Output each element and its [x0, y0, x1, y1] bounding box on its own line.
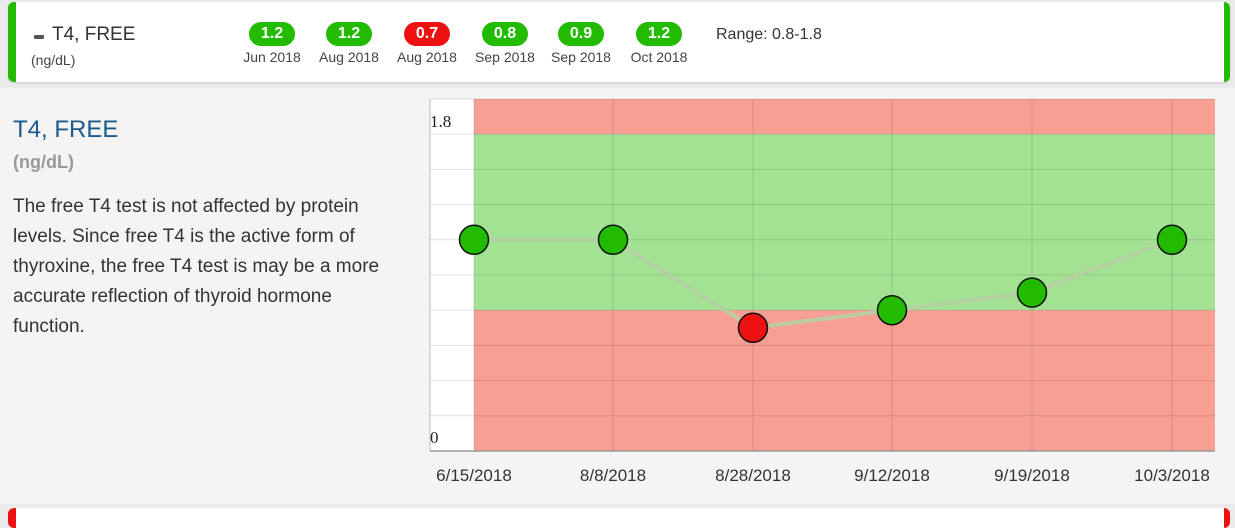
- result-item[interactable]: 1.2 Aug 2018: [309, 22, 389, 65]
- data-point: [458, 224, 490, 256]
- trend-chart: 1.8 0 6/15/2018 8/8/2018 8/28/2018 9/12/2018 9…: [429, 98, 1215, 485]
- result-item[interactable]: 0.7 Aug 2018: [387, 22, 467, 65]
- data-point: [1156, 224, 1188, 256]
- result-item[interactable]: 1.2 Oct 2018: [619, 22, 699, 65]
- x-tick-label: 9/19/2018: [994, 466, 1070, 485]
- reference-range: Range: 0.8-1.8: [716, 26, 822, 43]
- detail-unit: (ng/dL): [13, 152, 74, 172]
- result-value-badge: 0.7: [404, 22, 450, 46]
- plot-margin: [430, 99, 474, 451]
- series-line: [474, 237, 1173, 330]
- result-item[interactable]: 0.8 Sep 2018: [465, 22, 545, 65]
- normal-range-band: [474, 134, 1215, 311]
- result-item[interactable]: 1.2 Jun 2018: [232, 22, 312, 65]
- data-point: [737, 312, 769, 344]
- high-range-band: [474, 99, 1215, 135]
- result-value-badge: 1.2: [326, 22, 372, 46]
- low-range-band: [474, 310, 1215, 451]
- detail-title: T4, FREE: [13, 116, 119, 143]
- result-item[interactable]: 0.9 Sep 2018: [541, 22, 621, 65]
- test-name: T4, FREE: [52, 24, 136, 45]
- result-value-badge: 1.2: [636, 22, 682, 46]
- next-result-card[interactable]: [8, 508, 1230, 528]
- result-date: Aug 2018: [397, 49, 457, 65]
- result-summary-card[interactable]: T4, FREE (ng/dL) 1.2 Jun 2018 1.2 Aug 20…: [8, 2, 1230, 82]
- result-value-badge: 1.2: [249, 22, 295, 46]
- result-date: Sep 2018: [475, 49, 535, 65]
- collapse-icon[interactable]: [34, 35, 44, 39]
- data-point: [597, 224, 629, 256]
- y-tick-label: 0: [430, 428, 439, 447]
- result-detail-panel: T4, FREE (ng/dL) The free T4 test is not…: [0, 88, 1235, 504]
- result-date: Oct 2018: [630, 49, 688, 65]
- x-tick-label: 6/15/2018: [436, 466, 512, 485]
- x-tick-label: 8/8/2018: [580, 466, 646, 485]
- detail-description: The free T4 test is not affected by prot…: [13, 196, 380, 337]
- result-value-badge: 0.9: [558, 22, 604, 46]
- result-date: Sep 2018: [551, 49, 611, 65]
- y-tick-label: 1.8: [430, 112, 451, 131]
- result-date: Aug 2018: [319, 49, 379, 65]
- result-date: Jun 2018: [243, 49, 301, 65]
- x-tick-label: 9/12/2018: [854, 466, 930, 485]
- data-point: [1016, 277, 1048, 308]
- result-value-badge: 0.8: [482, 22, 528, 46]
- test-unit: (ng/dL): [31, 52, 76, 68]
- x-tick-label: 8/28/2018: [715, 466, 791, 485]
- data-point: [876, 294, 908, 326]
- x-tick-label: 10/3/2018: [1134, 466, 1210, 485]
